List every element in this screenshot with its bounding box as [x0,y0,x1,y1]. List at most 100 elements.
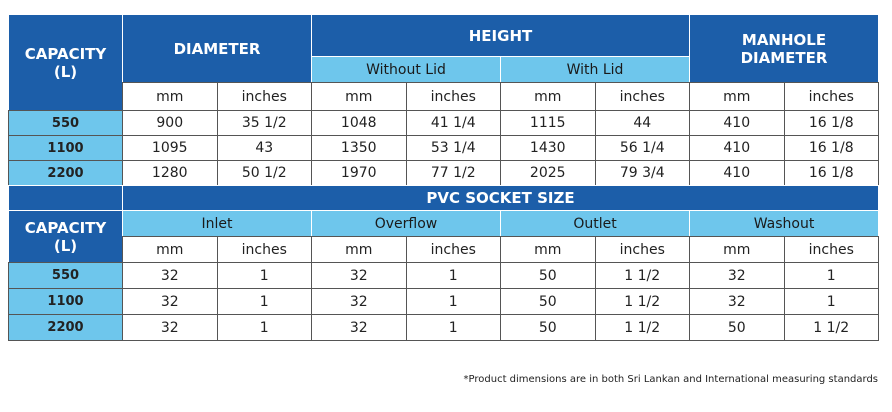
cell-text: Without Lid [366,61,446,78]
cell-text: mm [723,88,751,105]
cell-text: mm [534,88,562,105]
subheader: Inlet [122,210,312,237]
cell-text: 50 [727,319,746,336]
cell-text: 35 1/2 [241,115,287,131]
value-cell: 1048 [311,110,407,136]
value-cell: 77 1/2 [405,160,501,186]
value-cell: 50 [500,288,596,315]
value-cell: 1 1/2 [783,314,879,341]
cell-text: 32 [160,267,179,284]
capacity-header narrow: CAPACITY (L) [8,14,123,111]
cell-text: 32 [160,319,179,336]
cell-text: 410 [723,165,751,181]
value-cell: 32 [122,314,218,341]
unit-cell: mm [500,82,596,111]
value-cell: 1 1/2 [594,314,690,341]
value-cell: 16 1/8 [783,135,879,161]
cell-text: 32 [349,267,368,284]
cell-text: 900 [156,115,184,131]
cell-text: 2200 [47,320,84,335]
value-cell: 44 [594,110,690,136]
cell-text: 1 1/2 [624,319,661,336]
value-cell: 1095 [122,135,218,161]
value-cell: 410 [689,160,785,186]
cell-text: 32 [727,267,746,284]
cell-text: 1430 [529,140,566,156]
cell-text: 1095 [151,140,188,156]
cell-text: 50 [538,319,557,336]
cell-text: inches [619,241,665,258]
value-cell: 1 [405,314,501,341]
cell-text: mm [345,88,373,105]
capacity-cell: 1100 [8,288,123,315]
cell-text: 53 1/4 [430,140,476,156]
cell-text: 41 1/4 [430,115,476,131]
cell-text: 1100 [47,140,84,156]
unit-cell: mm [689,236,785,263]
value-cell: 1 [783,262,879,289]
value-cell: 1 1/2 [594,288,690,315]
value-cell: 1 [216,262,312,289]
cell-text: 1 [259,293,269,310]
cell-text: mm [156,88,184,105]
value-cell: 1 [216,314,312,341]
value-cell: 410 [689,135,785,161]
value-cell: 50 [500,262,596,289]
cell-text: 1 [826,293,836,310]
value-cell: 1 [405,262,501,289]
cell-text: inches [430,88,476,105]
unit-cell: mm [122,236,218,263]
value-cell: 32 [122,262,218,289]
footnote: *Product dimensions are in both Sri Lank… [463,374,878,385]
cell-text: DIAMETER [173,39,261,58]
cell-text: 32 [727,293,746,310]
cell-text: 2200 [47,165,84,181]
cell-text: 1 1/2 [813,319,850,336]
cell-text: 550 [51,115,80,131]
capacity-cell: 2200 [8,160,123,186]
cell-text: 410 [723,115,751,131]
cell-text: 32 [349,293,368,310]
cell-text: 1 [448,293,458,310]
value-cell: 32 [689,262,785,289]
value-cell: 32 [122,288,218,315]
value-cell: 1430 [500,135,596,161]
value-cell: 410 [689,110,785,136]
value-cell: 1970 [311,160,407,186]
cell-text: CAPACITY (L) [24,218,107,255]
unit-cell: mm [122,82,218,111]
value-cell: 16 1/8 [783,110,879,136]
cell-text: 16 1/8 [808,165,854,181]
capacity-header narrow: CAPACITY (L) [8,210,123,263]
cell-text: inches [241,241,287,258]
value-cell: 56 1/4 [594,135,690,161]
unit-cell: inches [594,236,690,263]
cell-text: Inlet [201,215,233,232]
cell-text: mm [156,241,184,258]
cell-text: 44 [633,115,652,131]
unit-cell: mm [689,82,785,111]
subheader: Outlet [500,210,690,237]
cell-text: inches [241,88,287,105]
cell-text: With Lid [566,61,624,78]
unit-cell: inches [216,82,312,111]
cell-text: inches [619,88,665,105]
unit-cell: mm [500,236,596,263]
unit-cell: inches [783,236,879,263]
value-cell: 35 1/2 [216,110,312,136]
capacity-cell: 1100 [8,135,123,161]
cell-text: PVC SOCKET SIZE [426,189,575,207]
subheader: Without Lid [311,56,501,83]
cell-text: 410 [723,140,751,156]
cell-text: 1280 [151,165,188,181]
cell-text: 77 1/2 [430,165,476,181]
value-cell: 900 [122,110,218,136]
capacity-cell: 2200 [8,314,123,341]
unit-cell: mm [311,236,407,263]
unit-cell: mm [311,82,407,111]
cell-text: MANHOLE DIAMETER [740,30,828,67]
cell-text: 56 1/4 [619,140,665,156]
cell-text: 16 1/8 [808,140,854,156]
cell-text: 550 [51,268,80,283]
